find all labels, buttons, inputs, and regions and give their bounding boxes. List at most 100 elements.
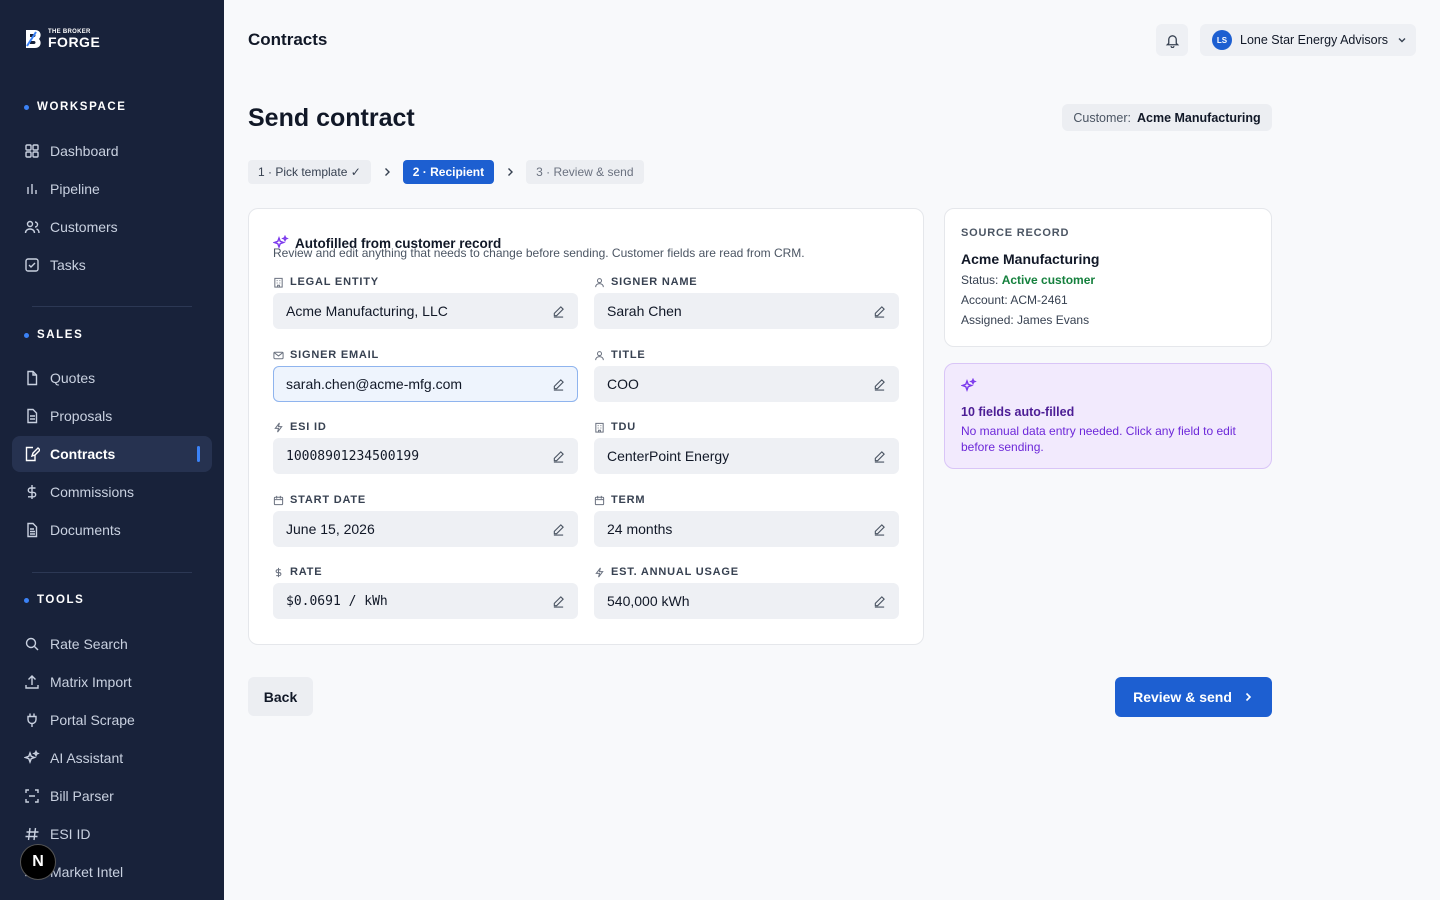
field-signer-name: SIGNER NAME Sarah Chen [594, 275, 899, 329]
annual-usage-input[interactable]: 540,000 kWh [594, 583, 899, 619]
hash-icon [24, 826, 40, 842]
document-icon [24, 522, 40, 538]
field-term: TERM 24 months [594, 493, 899, 547]
calendar-icon [273, 495, 284, 506]
plug-icon [24, 712, 40, 728]
field-tdu: TDU CenterPoint Energy [594, 420, 899, 474]
brand-logo[interactable]: THE BROKER FORGE [24, 28, 100, 50]
start-date-input[interactable]: June 15, 2026 [273, 511, 578, 547]
customer-name: Acme Manufacturing [1137, 110, 1261, 125]
sidebar: THE BROKER FORGE WORKSPACE Dashboard Pip… [0, 0, 224, 900]
chevron-down-icon [1398, 38, 1406, 43]
rate-input[interactable]: $0.0691 / kWh [273, 583, 578, 619]
sidebar-item-customers[interactable]: Customers [12, 209, 212, 245]
sidebar-item-dashboard[interactable]: Dashboard [12, 133, 212, 169]
sidebar-item-esi-id[interactable]: ESI ID [12, 816, 212, 852]
building-icon [273, 277, 284, 288]
account-name: Lone Star Energy Advisors [1240, 33, 1388, 47]
sidebar-divider [32, 572, 192, 573]
signer-email-input[interactable]: sarah.chen@acme-mfg.com [273, 366, 578, 402]
sidebar-item-label: AI Assistant [50, 750, 124, 766]
field-value: 540,000 kWh [607, 593, 690, 609]
dollar-icon [24, 484, 40, 500]
sidebar-item-quotes[interactable]: Quotes [12, 360, 212, 396]
sidebar-item-contracts[interactable]: Contracts [12, 436, 212, 472]
sidebar-item-ai-assistant[interactable]: AI Assistant [12, 740, 212, 776]
customer-label: Customer: [1073, 110, 1131, 125]
pencil-icon[interactable] [872, 522, 886, 536]
field-value: Acme Manufacturing, LLC [286, 303, 448, 319]
title-input[interactable]: COO [594, 366, 899, 402]
autofill-info-card: 10 fields auto-filled No manual data ent… [944, 363, 1272, 469]
form-heading-text: Autofilled from customer record [295, 235, 502, 251]
field-rate: RATE $0.0691 / kWh [273, 565, 578, 619]
field-value: June 15, 2026 [286, 521, 375, 537]
sidebar-item-tasks[interactable]: Tasks [12, 247, 212, 283]
sidebar-item-label: Portal Scrape [50, 712, 135, 728]
pencil-icon[interactable] [551, 594, 565, 608]
field-label: SIGNER EMAIL [273, 348, 578, 362]
notifications-button[interactable] [1156, 24, 1188, 56]
back-button[interactable]: Back [248, 677, 313, 716]
esi-id-input[interactable]: 10008901234500199 [273, 438, 578, 474]
pencil-icon[interactable] [551, 304, 565, 318]
sidebar-item-portal-scrape[interactable]: Portal Scrape [12, 702, 212, 738]
field-label: LEGAL ENTITY [273, 275, 578, 289]
section-label: TOOLS [37, 594, 85, 606]
logo-icon [26, 30, 41, 48]
sidebar-item-bill-parser[interactable]: Bill Parser [12, 778, 212, 814]
review-send-button[interactable]: Review & send [1115, 677, 1272, 717]
sidebar-item-rate-search[interactable]: Rate Search [12, 626, 212, 662]
calendar-icon [594, 495, 605, 506]
sidebar-item-label: Commissions [50, 484, 135, 500]
step-recipient[interactable]: 2 · Recipient [402, 160, 495, 184]
field-start-date: START DATE June 15, 2026 [273, 493, 578, 547]
form-heading: Autofilled from customer record [273, 235, 501, 251]
sparkles-icon [24, 750, 40, 766]
term-input[interactable]: 24 months [594, 511, 899, 547]
field-label-text: SIGNER EMAIL [290, 349, 380, 361]
pencil-icon[interactable] [872, 449, 886, 463]
sidebar-item-matrix-import[interactable]: Matrix Import [12, 664, 212, 700]
sidebar-item-label: Contracts [50, 446, 116, 462]
source-record-card: SOURCE RECORD Acme Manufacturing Status:… [944, 208, 1272, 347]
brand-small: THE BROKER [48, 29, 91, 35]
chevron-right-icon [1245, 692, 1252, 702]
dev-tools-badge[interactable]: N [20, 844, 56, 880]
field-legal-entity: LEGAL ENTITY Acme Manufacturing, LLC [273, 275, 578, 329]
header-title: Contracts [248, 30, 328, 49]
sidebar-item-documents[interactable]: Documents [12, 512, 212, 548]
section-sales: SALES [24, 329, 83, 341]
sidebar-item-proposals[interactable]: Proposals [12, 398, 212, 434]
page-title: Send contract [248, 104, 415, 132]
sidebar-item-label: Market Intel [50, 864, 124, 880]
pencil-icon[interactable] [551, 522, 565, 536]
pencil-icon[interactable] [872, 377, 886, 391]
active-indicator [197, 446, 200, 462]
field-value: COO [607, 376, 639, 392]
sidebar-item-commissions[interactable]: Commissions [12, 474, 212, 510]
legal-entity-input[interactable]: Acme Manufacturing, LLC [273, 293, 578, 329]
step-pick-template[interactable]: 1 · Pick template ✓ [248, 160, 371, 184]
signer-name-input[interactable]: Sarah Chen [594, 293, 899, 329]
building-icon [594, 422, 605, 433]
sparkles-icon [273, 235, 289, 250]
sidebar-item-pipeline[interactable]: Pipeline [12, 171, 212, 207]
section-label: SALES [37, 329, 84, 341]
pencil-icon[interactable] [551, 377, 565, 391]
pencil-icon[interactable] [551, 449, 565, 463]
tdu-input[interactable]: CenterPoint Energy [594, 438, 899, 474]
checkbox-icon [24, 257, 40, 273]
source-account: Account: ACM-2461 [961, 293, 1068, 307]
source-status: Status: Active customer [961, 273, 1255, 287]
account-switcher[interactable]: LS Lone Star Energy Advisors [1200, 24, 1416, 56]
step-review-send[interactable]: 3 · Review & send [526, 160, 644, 184]
chevron-right-icon [381, 166, 393, 178]
pencil-icon[interactable] [872, 304, 886, 318]
status-label: Status: [961, 273, 999, 287]
field-esi-id: ESI ID 10008901234500199 [273, 420, 578, 474]
customer-chip: Customer: Acme Manufacturing [1062, 104, 1272, 131]
pencil-icon[interactable] [872, 594, 886, 608]
sidebar-item-label: ESI ID [50, 826, 91, 842]
field-label-text: TERM [611, 494, 646, 506]
